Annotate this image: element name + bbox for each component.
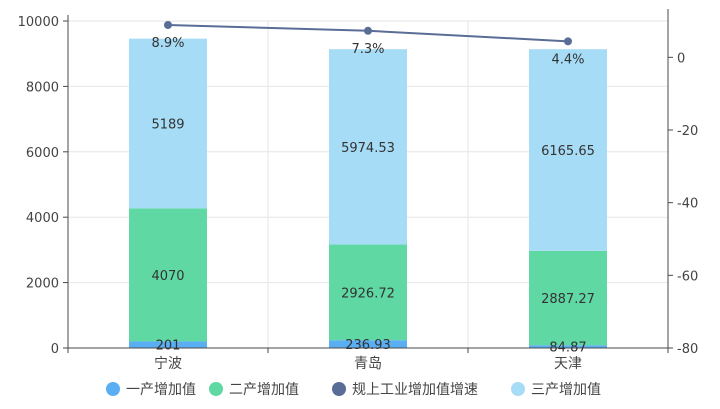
bar-segment [129, 341, 207, 348]
line-point [364, 26, 372, 35]
bar-data-label: 201 [156, 339, 181, 354]
legend: 一产增加值 二产增加值 规上工业增加值增速 三产增加值 [106, 382, 601, 398]
line-data-label: 4.4% [551, 52, 584, 67]
x-axis-category-label: 宁波 [154, 355, 182, 372]
bar-data-label: 6165.65 [541, 144, 595, 159]
y-axis-left-tick-label: 8000 [26, 80, 59, 95]
line-data-label: 7.3% [351, 42, 384, 57]
data-labels: 201 236.93 84.87 4070 2926.72 2887.27 5189 5974… [151, 36, 594, 356]
x-axis-category-label: 天津 [554, 356, 582, 372]
line-point [164, 20, 172, 29]
bar-segment [329, 244, 407, 341]
y-axis-right-tick-label: -60 [677, 269, 698, 284]
x-axis-category-label: 青岛 [354, 356, 382, 372]
y-axis-right-tick-label: -80 [677, 342, 698, 357]
line-series [164, 20, 572, 46]
bar-data-label: 2887.27 [541, 292, 595, 307]
bar-data-label: 4070 [151, 269, 184, 284]
bar-segment [529, 250, 607, 346]
bar-data-label: 5974.53 [341, 141, 395, 156]
y-axis-right-tick-label: 0 [677, 51, 685, 66]
y-axis-left-tick-label: 2000 [26, 277, 59, 292]
bar-segment [529, 49, 607, 251]
bar-segment [129, 38, 207, 209]
bar-data-label: 84.87 [549, 341, 586, 356]
line-data-label: 8.9% [151, 36, 184, 51]
line-point [564, 37, 572, 46]
bar-data-label: 236.93 [345, 338, 391, 353]
bar-data-label: 5189 [151, 117, 184, 132]
axes: 0 2000 4000 6000 8000 10000 0 -20 -40 -60 -80 宁波 青岛 天… [18, 9, 698, 372]
y-axis-right-tick-label: -20 [677, 124, 698, 139]
y-axis-left-tick-label: 4000 [26, 211, 59, 226]
bar-segment [129, 208, 207, 342]
legend-label: 规上工业增加值增速 [352, 382, 478, 398]
y-axis-left-tick-label: 6000 [26, 146, 59, 161]
legend-label: 一产增加值 [126, 382, 196, 398]
legend-marker [209, 382, 223, 396]
bar-segment [529, 345, 607, 348]
y-axis-left-tick-label: 0 [51, 342, 59, 357]
bar-series [129, 38, 607, 348]
legend-marker [511, 382, 525, 396]
legend-marker [106, 382, 120, 396]
bar-segment [329, 49, 407, 245]
legend-label: 二产增加值 [229, 382, 299, 398]
bar-segment [329, 340, 407, 348]
legend-marker [332, 382, 346, 396]
bar-data-label: 2926.72 [341, 286, 395, 301]
y-axis-right-tick-label: -40 [677, 197, 698, 212]
legend-label: 三产增加值 [531, 382, 601, 398]
y-axis-left-tick-label: 10000 [18, 15, 59, 30]
